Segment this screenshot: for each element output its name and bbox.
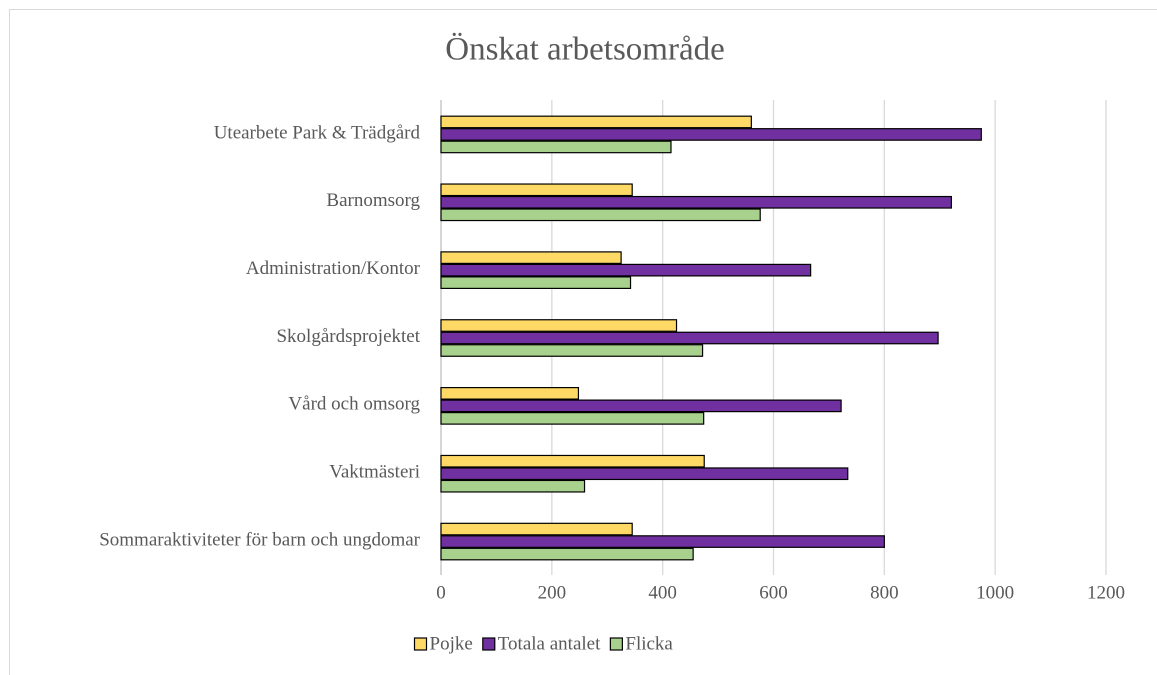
bar xyxy=(440,140,672,154)
chart-title: Önskat arbetsområde xyxy=(445,32,725,68)
bar xyxy=(440,128,982,141)
bar xyxy=(440,276,632,289)
bar xyxy=(440,547,694,561)
bar xyxy=(440,195,952,209)
bar xyxy=(440,208,761,222)
x-tick-label: 0 xyxy=(436,582,446,603)
bar xyxy=(440,387,580,400)
legend-label: Totala antalet xyxy=(498,633,601,654)
bar xyxy=(440,251,622,264)
x-tick-label: 200 xyxy=(538,582,567,603)
legend-swatch xyxy=(482,637,496,651)
bar xyxy=(440,183,633,197)
legend-swatch xyxy=(413,637,428,651)
bar xyxy=(440,454,705,468)
x-tick-label: 1000 xyxy=(976,582,1014,603)
legend-label: Flicka xyxy=(625,633,673,654)
y-tick-label: Vård och omsorg xyxy=(288,394,420,415)
bar xyxy=(440,115,752,129)
legend-label: Pojke xyxy=(430,633,473,654)
bar xyxy=(440,412,705,425)
y-tick-label: Administration/Kontor xyxy=(246,258,421,279)
bar xyxy=(440,344,704,357)
bar xyxy=(440,535,885,548)
bar xyxy=(440,467,849,481)
y-tick-label: Sommaraktiviteter för barn och ungdomar xyxy=(99,529,420,550)
bar xyxy=(440,331,939,345)
y-tick-label: Vaktmästeri xyxy=(329,462,420,483)
bar xyxy=(440,263,812,277)
x-tick-label: 1200 xyxy=(1087,582,1125,603)
bar xyxy=(440,319,678,332)
bar xyxy=(440,479,586,493)
y-tick-label: Utearbete Park & Trädgård xyxy=(214,122,421,143)
x-tick-label: 600 xyxy=(759,582,788,603)
y-tick-label: Barnomsorg xyxy=(326,190,420,211)
bar xyxy=(440,399,842,413)
x-tick-label: 400 xyxy=(648,582,677,603)
bar xyxy=(440,522,633,536)
y-tick-label: Skolgårdsprojektet xyxy=(276,326,420,347)
x-tick-label: 800 xyxy=(870,582,899,603)
legend-swatch xyxy=(609,637,623,651)
